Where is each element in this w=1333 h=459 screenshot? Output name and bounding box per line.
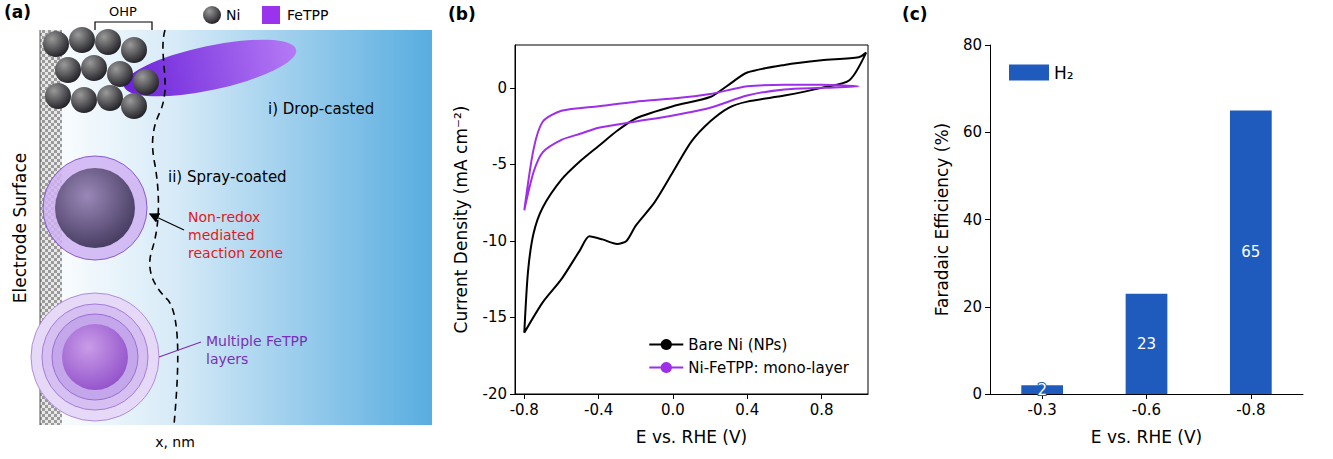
svg-text:reaction zone: reaction zone — [188, 245, 283, 261]
svg-text:0: 0 — [972, 385, 982, 403]
html-text:(a): (a) — [4, 2, 31, 22]
svg-text:Electrode Surface: Electrode Surface — [10, 153, 30, 303]
svg-text:i) Drop-casted: i) Drop-casted — [268, 100, 374, 118]
svg-text:Faradaic Efficiency (%): Faradaic Efficiency (%) — [932, 123, 952, 316]
svg-text:80: 80 — [963, 36, 982, 54]
svg-text:-0.4: -0.4 — [584, 401, 613, 419]
svg-text:Ni: Ni — [226, 7, 240, 23]
svg-text:OHP: OHP — [109, 4, 137, 19]
svg-text:Bare Ni (NPs): Bare Ni (NPs) — [688, 336, 787, 354]
svg-text:2: 2 — [1037, 381, 1047, 399]
svg-text:FeTPP: FeTPP — [287, 7, 328, 23]
svg-text:-10: -10 — [483, 232, 508, 250]
svg-text:Current Density (mA cm⁻²): Current Density (mA cm⁻²) — [451, 106, 471, 334]
svg-text:H₂: H₂ — [1054, 63, 1074, 83]
html-text:(b): (b) — [448, 4, 476, 24]
svg-text:23: 23 — [1137, 335, 1156, 353]
svg-text:Multiple FeTPP: Multiple FeTPP — [206, 333, 307, 349]
svg-text:E vs. RHE (V): E vs. RHE (V) — [1091, 427, 1203, 447]
svg-text:mediated: mediated — [188, 227, 255, 243]
svg-text:-0.3: -0.3 — [1028, 401, 1057, 419]
svg-text:20: 20 — [963, 298, 982, 316]
svg-text:0.4: 0.4 — [735, 401, 759, 419]
svg-text:65: 65 — [1241, 243, 1260, 261]
svg-text:x, nm: x, nm — [155, 434, 195, 450]
svg-text:Non-redox: Non-redox — [188, 209, 260, 225]
svg-text:ii) Spray-coated: ii) Spray-coated — [168, 168, 287, 186]
html-text:(c): (c) — [902, 4, 928, 24]
svg-text:60: 60 — [963, 123, 982, 141]
svg-text:40: 40 — [963, 211, 982, 229]
svg-text:0.0: 0.0 — [661, 401, 685, 419]
svg-text:-15: -15 — [483, 308, 508, 326]
svg-text:-0.6: -0.6 — [1132, 401, 1161, 419]
svg-text:E vs. RHE (V): E vs. RHE (V) — [636, 427, 748, 447]
svg-text:-0.8: -0.8 — [510, 401, 539, 419]
svg-text:Ni-FeTPP: mono-layer: Ni-FeTPP: mono-layer — [688, 359, 850, 377]
svg-text:0.8: 0.8 — [810, 401, 834, 419]
svg-text:-0.8: -0.8 — [1236, 401, 1265, 419]
svg-text:-5: -5 — [492, 155, 507, 173]
svg-text:layers: layers — [206, 351, 248, 367]
svg-text:0: 0 — [497, 79, 507, 97]
svg-text:-20: -20 — [483, 385, 508, 403]
